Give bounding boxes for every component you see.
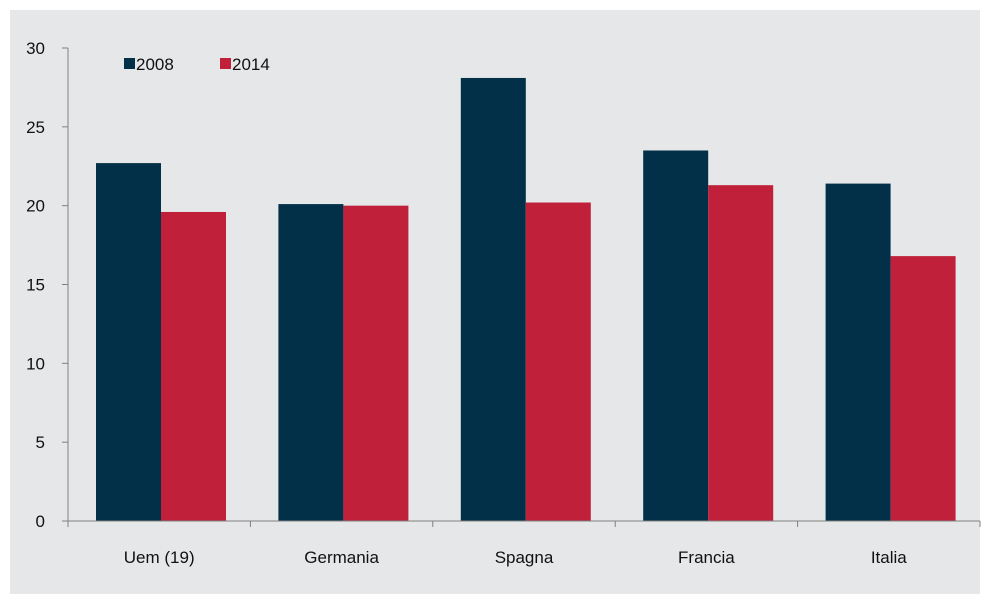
y-axis-ticks: 0 5 10 15 20 25 30 bbox=[26, 39, 68, 531]
bar-2008-spagna bbox=[460, 77, 526, 521]
bar-2014-italia bbox=[890, 256, 956, 521]
legend-label-2008: 2008 bbox=[136, 55, 174, 74]
y-tick-label: 15 bbox=[26, 276, 45, 295]
bars-layer bbox=[96, 77, 956, 522]
y-tick-label: 20 bbox=[26, 197, 45, 216]
x-axis-ticks: Uem (19) Germania Spagna Francia Italia bbox=[67, 521, 981, 567]
y-tick-label: 25 bbox=[26, 118, 45, 137]
x-tick-label: Italia bbox=[871, 548, 907, 567]
y-tick-label: 5 bbox=[36, 433, 45, 452]
y-tick-label: 10 bbox=[26, 354, 45, 373]
bar-2014-germania bbox=[343, 205, 409, 521]
legend-label-2014: 2014 bbox=[232, 55, 270, 74]
y-tick-label: 0 bbox=[36, 512, 45, 531]
bar-2008-germania bbox=[278, 204, 344, 521]
bar-2014-spagna bbox=[525, 202, 591, 521]
x-tick-label: Spagna bbox=[495, 548, 554, 567]
legend-swatch-2008 bbox=[124, 58, 135, 69]
legend-swatch-2014 bbox=[220, 58, 231, 69]
bar-2014-francia bbox=[708, 185, 774, 522]
x-tick-label: Germania bbox=[304, 548, 379, 567]
x-tick-label: Uem (19) bbox=[124, 548, 195, 567]
x-tick-label: Francia bbox=[678, 548, 735, 567]
bar-2008-francia bbox=[643, 150, 709, 521]
bar-2014-uem-19 bbox=[161, 211, 226, 521]
legend: 2008 2014 bbox=[124, 55, 270, 74]
y-tick-label: 30 bbox=[26, 39, 45, 58]
bar-2008-uem-19 bbox=[96, 163, 161, 521]
bar-2008-italia bbox=[825, 183, 891, 522]
